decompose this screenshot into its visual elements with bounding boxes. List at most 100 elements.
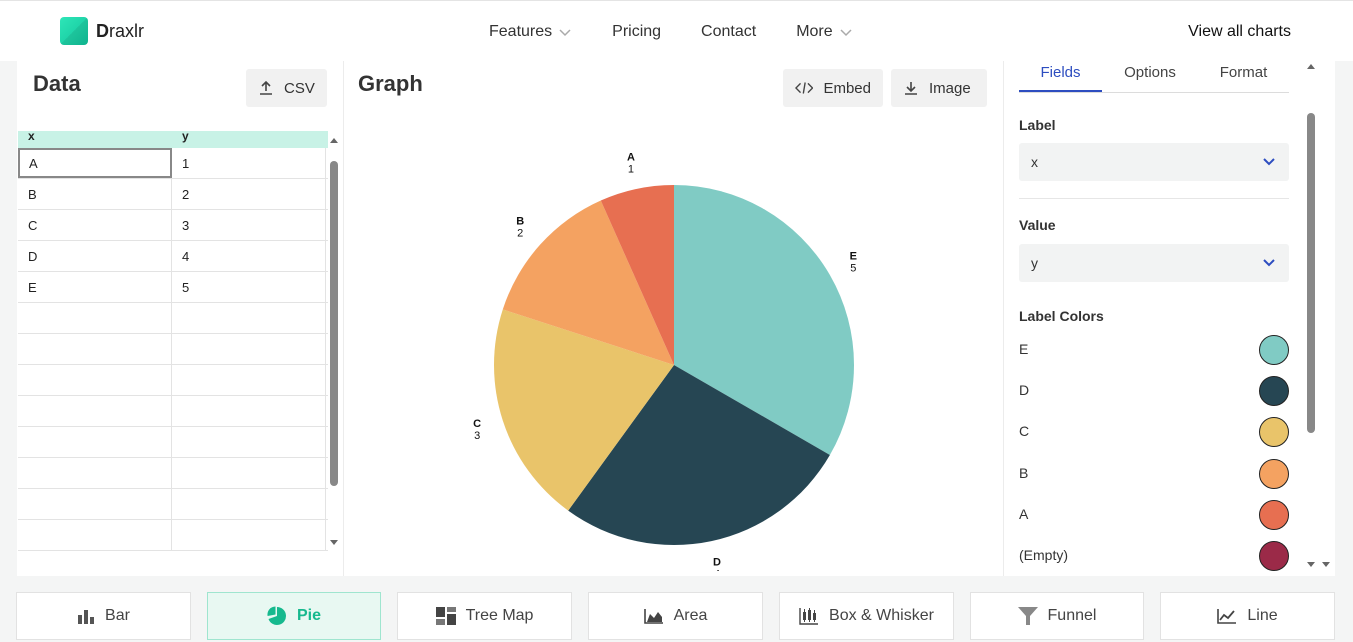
pie-label-category: D — [713, 556, 721, 568]
value-field-select[interactable]: y — [1019, 244, 1289, 282]
value-field-title: Value — [1019, 217, 1056, 233]
column-header-x[interactable]: x — [28, 131, 35, 143]
table-cell[interactable]: 4 — [172, 241, 326, 271]
nav-contact-label: Contact — [701, 23, 757, 40]
chart-type-line-label: Line — [1247, 607, 1278, 624]
pie-label-value: 2 — [517, 227, 523, 239]
chart-type-funnel[interactable]: Funnel — [970, 592, 1144, 640]
table-cell[interactable]: D — [18, 241, 172, 271]
label-color-name: B — [1019, 465, 1029, 481]
view-all-charts-link[interactable]: View all charts — [1188, 23, 1291, 40]
tab-options[interactable]: Options — [1124, 64, 1176, 81]
label-field-select[interactable]: x — [1019, 143, 1289, 181]
options-scrollbar[interactable] — [1307, 113, 1315, 433]
table-cell[interactable]: 2 — [172, 179, 326, 209]
table-cell[interactable] — [18, 334, 172, 364]
table-cell[interactable] — [172, 303, 326, 333]
embed-button[interactable]: Embed — [783, 69, 883, 107]
pie-slice-d[interactable] — [568, 365, 830, 545]
data-panel-title: Data — [33, 71, 81, 96]
scroll-down-arrow[interactable] — [1307, 562, 1315, 567]
image-label: Image — [929, 79, 971, 97]
embed-label: Embed — [823, 79, 871, 97]
table-cell[interactable]: E — [18, 272, 172, 302]
csv-upload-button[interactable]: CSV — [246, 69, 327, 107]
table-row — [18, 303, 328, 334]
label-color-name: A — [1019, 506, 1029, 522]
nav-more[interactable]: More — [796, 23, 852, 41]
scroll-down-arrow[interactable] — [330, 540, 338, 545]
chart-type-box-whisker[interactable]: Box & Whisker — [779, 592, 954, 640]
nav-contact[interactable]: Contact — [701, 23, 756, 41]
table-cell[interactable] — [18, 396, 172, 426]
color-swatch[interactable] — [1259, 500, 1289, 530]
chart-type-area[interactable]: Area — [588, 592, 763, 640]
table-cell[interactable] — [18, 520, 172, 550]
column-header-y[interactable]: y — [182, 131, 189, 143]
table-cell[interactable] — [18, 489, 172, 519]
color-swatch[interactable] — [1259, 335, 1289, 365]
table-row — [18, 365, 328, 396]
scroll-up-arrow[interactable] — [1307, 64, 1315, 69]
pie-slice-a[interactable] — [600, 185, 674, 365]
nav-features[interactable]: Features — [489, 23, 572, 41]
table-cell[interactable] — [18, 458, 172, 488]
csv-label: CSV — [284, 79, 315, 97]
tab-fields[interactable]: Fields — [1019, 61, 1102, 92]
chart-type-treemap[interactable]: Tree Map — [397, 592, 572, 640]
code-icon — [795, 82, 814, 94]
options-panel: Fields Options Format Label x Value y La… — [1004, 61, 1335, 576]
table-scrollbar[interactable] — [330, 161, 338, 486]
chart-type-bar[interactable]: Bar — [16, 592, 191, 640]
chart-type-line[interactable]: Line — [1160, 592, 1335, 640]
scroll-down-arrow[interactable] — [1322, 562, 1330, 567]
table-cell[interactable] — [172, 489, 326, 519]
table-cell[interactable]: 1 — [172, 148, 326, 178]
table-cell[interactable] — [18, 427, 172, 457]
table-cell[interactable] — [18, 303, 172, 333]
pie-label-category: E — [850, 251, 857, 263]
table-cell[interactable] — [172, 334, 326, 364]
pie-slice-e[interactable] — [674, 185, 855, 455]
table-cell[interactable]: 3 — [172, 210, 326, 240]
area-chart-icon — [643, 609, 663, 624]
table-cell[interactable]: B — [18, 179, 172, 209]
pie-chart-icon — [267, 606, 286, 625]
nav-more-label: More — [796, 23, 833, 40]
table-cell[interactable]: 5 — [172, 272, 326, 302]
brand-logo[interactable]: Draxlr — [60, 17, 144, 45]
table-cell[interactable] — [18, 365, 172, 395]
table-cell[interactable]: C — [18, 210, 172, 240]
table-cell[interactable]: A — [18, 148, 172, 178]
tab-format[interactable]: Format — [1219, 64, 1268, 81]
pie-slice-b[interactable] — [502, 200, 674, 365]
scroll-up-arrow[interactable] — [330, 138, 338, 143]
line-chart-icon — [1217, 609, 1237, 624]
divider — [1019, 198, 1289, 199]
color-swatch[interactable] — [1259, 417, 1289, 447]
chevron-down-icon — [1263, 259, 1275, 267]
pie-chart: E5 D4 C3 B2 A1 — [473, 152, 857, 571]
color-swatch[interactable] — [1259, 459, 1289, 489]
chart-type-pie[interactable]: Pie — [207, 592, 381, 640]
pie-slice-c[interactable] — [494, 309, 674, 511]
image-download-button[interactable]: Image — [891, 69, 987, 107]
nav-pricing[interactable]: Pricing — [612, 23, 661, 41]
table-cell[interactable] — [172, 520, 326, 550]
table-cell[interactable] — [172, 458, 326, 488]
color-swatch[interactable] — [1259, 541, 1289, 571]
table-cell[interactable] — [172, 396, 326, 426]
graph-panel: Graph Embed Image E5 D4 C3 B2 A1 — [343, 61, 1004, 576]
table-cell[interactable] — [172, 427, 326, 457]
treemap-icon — [435, 607, 456, 625]
table-cell[interactable] — [172, 365, 326, 395]
color-swatch[interactable] — [1259, 376, 1289, 406]
bar-chart-icon — [78, 610, 95, 624]
options-tabs: Fields Options Format — [1019, 61, 1289, 93]
